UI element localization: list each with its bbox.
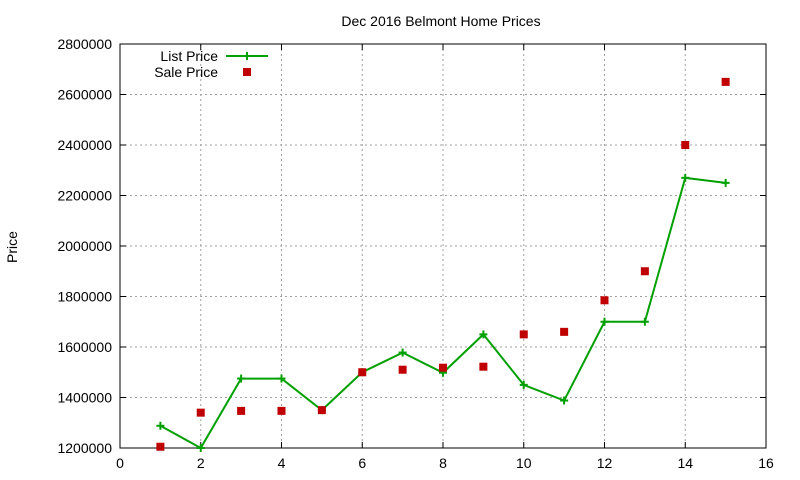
y-tick-label: 1800000 [57, 289, 112, 305]
x-tick-label: 0 [116, 455, 124, 471]
grid [120, 44, 766, 448]
data-point [519, 380, 528, 389]
x-tick-label: 10 [516, 455, 532, 471]
data-point [560, 396, 569, 405]
data-point [317, 406, 326, 415]
y-tick-label: 2000000 [57, 238, 112, 254]
data-point [277, 374, 286, 383]
y-tick-label: 2200000 [57, 188, 112, 204]
data-point [439, 363, 447, 372]
x-tick-label: 2 [197, 455, 205, 471]
data-point [479, 330, 488, 339]
series-line [159, 176, 726, 450]
data-point [237, 406, 246, 415]
data-point [358, 368, 367, 377]
data-point [640, 317, 649, 326]
data-point [721, 178, 730, 187]
data-point [560, 327, 569, 336]
y-tick-label: 1200000 [57, 440, 112, 456]
x-tick-label: 8 [439, 455, 447, 471]
data-point [196, 408, 205, 417]
data-point [156, 442, 165, 451]
data-point [237, 374, 246, 383]
series-list-price [156, 173, 730, 452]
x-tick-label: 6 [358, 455, 366, 471]
x-tick-label: 4 [278, 455, 286, 471]
data-point [681, 173, 690, 182]
chart-title: Dec 2016 Belmont Home Prices [341, 13, 540, 29]
data-point [479, 362, 488, 371]
legend-label: List Price [160, 48, 218, 64]
x-tick-label: 16 [758, 455, 774, 471]
x-axis: 0 2 4 6 8 10 12 14 16 [116, 44, 774, 471]
legend-swatch-marker [243, 52, 251, 60]
data-point [681, 141, 690, 149]
data-point [398, 365, 407, 374]
data-point [277, 406, 286, 415]
data-point [640, 267, 649, 276]
legend-label: Sale Price [154, 64, 218, 80]
series-sale-price [156, 77, 730, 451]
x-tick-label: 14 [677, 455, 693, 471]
legend-swatch-marker [243, 68, 251, 76]
series-layer [156, 77, 730, 452]
data-point [721, 77, 730, 86]
data-point [156, 421, 165, 430]
y-tick-label: 2400000 [57, 137, 112, 153]
y-tick-label: 2800000 [57, 36, 112, 52]
data-point [196, 444, 205, 452]
y-axis-label: Price [4, 231, 20, 263]
y-tick-label: 2600000 [57, 87, 112, 103]
data-point [519, 330, 528, 339]
x-tick-label: 12 [597, 455, 613, 471]
y-tick-label: 1600000 [57, 339, 112, 355]
data-point [398, 348, 407, 357]
data-point [600, 317, 609, 326]
y-axis: 1200000 1400000 1600000 1800000 2000000 22000… [57, 36, 766, 456]
data-point [600, 296, 609, 305]
y-tick-label: 1400000 [57, 390, 112, 406]
